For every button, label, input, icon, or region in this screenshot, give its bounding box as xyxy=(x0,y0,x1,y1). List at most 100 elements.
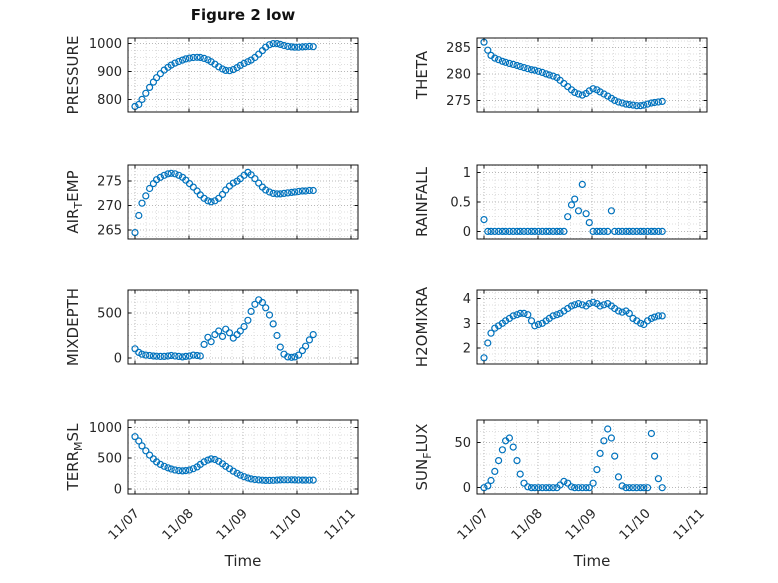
data-point-marker xyxy=(229,65,237,74)
data-point-marker xyxy=(593,227,601,236)
data-point-marker xyxy=(574,300,583,308)
y-tick-label: 800 xyxy=(97,93,122,108)
data-point-marker xyxy=(247,307,255,316)
data-point-marker xyxy=(644,484,652,492)
data-point-marker xyxy=(167,169,175,177)
data-point-marker xyxy=(633,102,641,110)
data-point-marker xyxy=(513,61,521,70)
data-point-marker xyxy=(244,474,252,482)
data-point-marker xyxy=(585,300,593,308)
data-point-marker xyxy=(240,473,248,481)
data-point-marker xyxy=(276,476,284,484)
data-point-marker xyxy=(258,298,266,307)
x-tick-label: 11/09 xyxy=(214,506,251,543)
series-terrmsl xyxy=(131,433,317,485)
subplot-rainfall: RAINFALL 0 0.5 1 xyxy=(399,153,719,263)
data-point-marker xyxy=(654,475,662,483)
data-point-marker xyxy=(604,227,612,236)
data-point-marker xyxy=(614,227,623,236)
data-point-marker xyxy=(284,189,292,197)
data-point-marker xyxy=(131,345,139,353)
data-point-marker xyxy=(578,180,586,188)
data-point-marker xyxy=(585,87,593,95)
data-point-marker xyxy=(284,476,292,484)
data-point-marker xyxy=(622,227,630,236)
data-point-marker xyxy=(622,100,630,108)
data-point-marker xyxy=(251,300,259,308)
data-point-marker xyxy=(222,186,230,194)
data-point-marker xyxy=(295,43,303,51)
data-point-marker xyxy=(160,171,168,179)
data-point-marker xyxy=(509,227,517,236)
data-point-marker xyxy=(484,339,492,347)
data-point-marker xyxy=(269,320,277,328)
data-point-marker xyxy=(171,352,179,360)
grid xyxy=(477,290,707,364)
grid xyxy=(477,419,707,494)
data-point-marker xyxy=(200,340,208,349)
y-tick-label: 0 xyxy=(463,481,471,496)
axes: 265 270 275 xyxy=(97,164,359,240)
data-point-marker xyxy=(658,312,666,320)
data-point-marker xyxy=(167,351,175,360)
data-point-marker xyxy=(152,74,161,82)
data-point-marker xyxy=(185,466,194,474)
data-point-marker xyxy=(560,227,568,236)
data-point-marker xyxy=(520,479,528,487)
data-point-marker xyxy=(265,41,274,49)
data-point-marker xyxy=(135,437,143,445)
data-point-marker xyxy=(295,351,303,359)
data-point-marker xyxy=(589,227,597,236)
y-tick-label: 900 xyxy=(97,65,122,80)
data-point-marker xyxy=(633,484,641,492)
data-point-marker xyxy=(207,198,215,206)
data-point-marker xyxy=(596,227,604,236)
y-tick-label: 3 xyxy=(463,317,471,332)
y-tick-label: 500 xyxy=(97,307,122,322)
data-point-marker xyxy=(640,227,648,236)
plot-mixdepth: 0 500 xyxy=(97,289,359,366)
y-tick-label: 1000 xyxy=(89,421,122,436)
data-point-marker xyxy=(564,479,572,487)
data-point-marker xyxy=(288,188,296,197)
series-h2omixra xyxy=(480,298,666,362)
data-point-marker xyxy=(545,227,553,236)
data-point-marker xyxy=(498,57,507,65)
data-point-marker xyxy=(644,100,652,108)
data-point-marker xyxy=(288,43,296,51)
data-point-marker xyxy=(142,447,150,455)
y-tick-label: 0 xyxy=(463,225,471,240)
data-point-marker xyxy=(276,40,284,48)
data-point-marker xyxy=(302,43,310,51)
data-point-marker xyxy=(484,227,492,236)
y-tick-label: 285 xyxy=(446,41,471,56)
grid xyxy=(128,420,358,494)
data-point-marker xyxy=(280,189,288,198)
data-point-marker xyxy=(501,58,510,66)
data-point-marker xyxy=(578,484,586,492)
data-point-marker xyxy=(501,227,510,236)
data-point-marker xyxy=(589,479,597,487)
data-point-marker xyxy=(164,352,172,360)
data-point-marker xyxy=(262,304,270,312)
data-point-marker xyxy=(131,433,139,441)
data-point-marker xyxy=(505,59,514,68)
axes: 800 900 1000 xyxy=(89,37,359,113)
data-point-marker xyxy=(247,171,255,179)
data-point-marker xyxy=(193,351,201,360)
y-tick-label: 265 xyxy=(97,224,122,239)
data-point-marker xyxy=(138,95,146,104)
axes: 275 280 285 xyxy=(446,37,708,113)
data-point-marker xyxy=(637,227,645,236)
plot-h2omixra: 2 3 4 xyxy=(463,289,708,365)
data-point-marker xyxy=(167,465,175,473)
data-point-marker xyxy=(236,471,244,479)
data-point-marker xyxy=(309,43,317,51)
data-point-marker xyxy=(288,353,296,361)
data-point-marker xyxy=(647,314,655,323)
data-point-marker xyxy=(189,183,197,191)
data-point-marker xyxy=(589,85,597,93)
data-point-marker xyxy=(251,475,259,484)
x-tick-label: 11/08 xyxy=(160,506,197,543)
data-point-marker xyxy=(637,102,645,110)
